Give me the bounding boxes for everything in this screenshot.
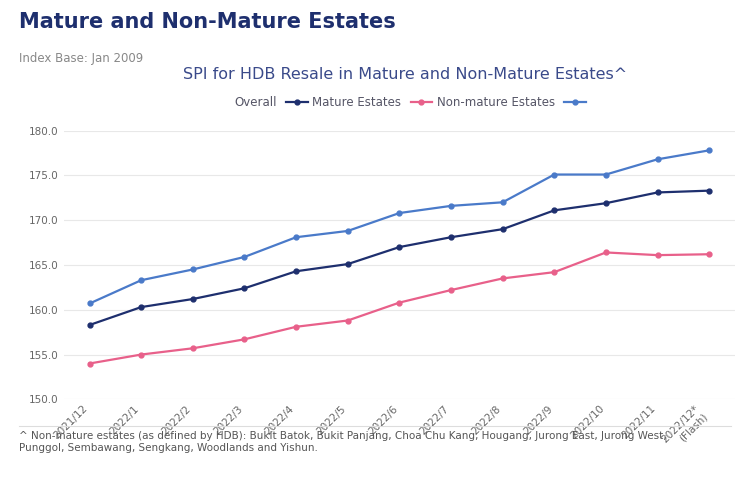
Text: ^ Non-mature estates (as defined by HDB): Bukit Batok, Bukit Panjang, Choa Chu K: ^ Non-mature estates (as defined by HDB)… — [19, 431, 666, 453]
Text: Index Base: Jan 2009: Index Base: Jan 2009 — [19, 52, 143, 65]
Text: Mature and Non-Mature Estates: Mature and Non-Mature Estates — [19, 12, 395, 33]
Text: SPI for HDB Resale in Mature and Non-Mature Estates^: SPI for HDB Resale in Mature and Non-Mat… — [183, 67, 627, 81]
Legend: Overall, Mature Estates, Non-mature Estates, : Overall, Mature Estates, Non-mature Esta… — [204, 92, 595, 114]
